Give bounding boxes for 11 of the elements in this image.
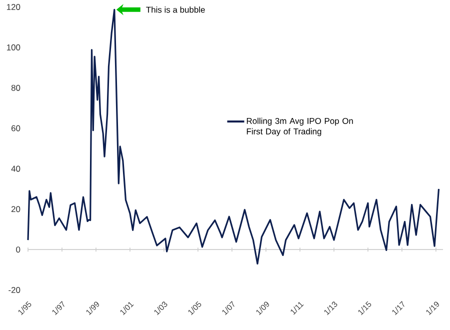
y-tick-label: 20 <box>11 206 20 212</box>
y-tick-label: 120 <box>6 4 20 10</box>
y-tick-label: -20 <box>8 287 20 293</box>
annotation: This is a bubble <box>146 6 205 13</box>
y-tick-label: 80 <box>11 84 20 91</box>
line-series <box>27 8 440 265</box>
y-tick-label: 40 <box>11 166 20 172</box>
legend-label: Rolling 3m Avg IPO Pop On First Day of Trading <box>246 118 353 136</box>
y-tick-label: 100 <box>6 44 20 50</box>
y-tick-label: 60 <box>12 125 20 132</box>
y-tick-label: 0 <box>16 246 20 253</box>
